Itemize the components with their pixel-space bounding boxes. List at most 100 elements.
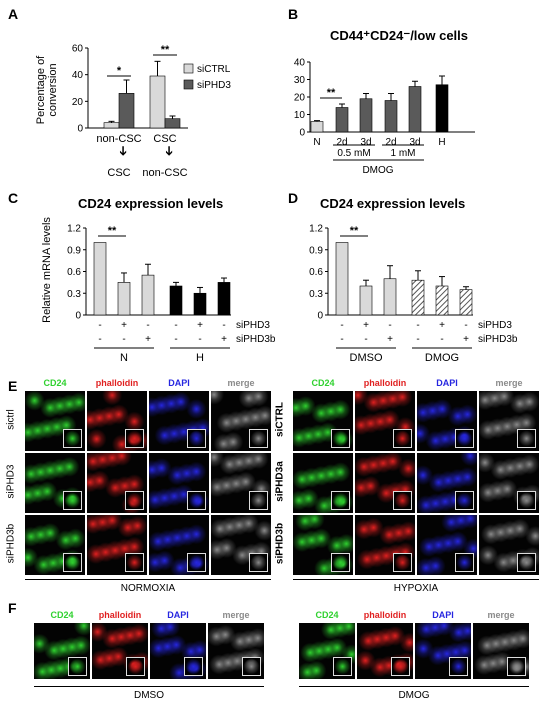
chart-d-bar [459, 289, 473, 316]
e-normoxia-image-cd24 [25, 391, 85, 451]
zoom-inset [455, 429, 474, 448]
chart-c-bar [93, 242, 107, 316]
f-dmog-image-cd24 [299, 623, 355, 679]
zoom-inset [517, 491, 536, 510]
chart-a-significance: * [117, 65, 122, 77]
chart-c: 0 0.3 0.6 0.9 1.2 Relative mRNA levels - - + - - + -… [41, 217, 276, 364]
chart-b-ytick-label: 0 [299, 128, 305, 139]
zoom-inset [391, 657, 410, 676]
e-hypoxia-image-merge [479, 515, 539, 575]
panel-label-d: D [288, 190, 299, 206]
e-normoxia-header-phalloidin: phalloidin [95, 378, 139, 388]
chart-c-title: CD24 expression levels [78, 196, 224, 211]
f-left-condition-line [34, 686, 264, 687]
f-dmso-image-dapi [150, 623, 206, 679]
chart-c-group-label: N [120, 352, 128, 364]
zoom-inset [68, 657, 87, 676]
chart-d-siphd3-mark: + [363, 320, 369, 331]
chart-c-ytick-label: 1.2 [67, 224, 81, 235]
chart-b-group-label: DMOG [362, 165, 393, 176]
zoom-inset [507, 657, 526, 676]
chart-d-group-label: DMOG [425, 352, 459, 364]
zoom-inset [125, 553, 144, 572]
zoom-inset [393, 429, 412, 448]
arrow-down-icon: ➔ [116, 146, 131, 157]
chart-d-bar [335, 242, 349, 316]
e-hypoxia-image-cd24 [293, 391, 353, 451]
chart-a-legend-swatch [183, 63, 194, 74]
zoom-inset [184, 657, 203, 676]
zoom-inset [187, 429, 206, 448]
panel-label-e: E [8, 378, 18, 394]
chart-c-siphd3b-mark: + [221, 334, 227, 345]
e-hypoxia-header-dapi: DAPI [436, 378, 458, 388]
chart-d-siphd3-mark: - [464, 320, 467, 331]
zoom-inset [331, 553, 350, 572]
chart-a-legend-label: siPHD3 [197, 80, 231, 91]
f-dmog-image-dapi [415, 623, 471, 679]
chart-c-siphd3b-mark: - [98, 334, 101, 345]
chart-b-x-label: 2d [336, 137, 347, 148]
zoom-inset [455, 553, 474, 572]
panel-label-b: B [288, 6, 299, 22]
zoom-inset [125, 429, 144, 448]
f-dmog-header-dapi: DAPI [432, 610, 454, 620]
e-normoxia-image-phalloidin [87, 453, 147, 513]
chart-d-ytick-label: 0 [317, 311, 323, 322]
chart-b-title: CD44⁺CD24⁻/low cells [330, 28, 468, 44]
chart-c-ytick-label: 0.3 [67, 289, 81, 300]
f-right-condition: DMOG [398, 690, 430, 701]
zoom-inset [242, 657, 261, 676]
f-dmso-header-merge: merge [222, 610, 250, 620]
zoom-inset [517, 429, 536, 448]
chart-a-ytick-label: 0 [77, 124, 83, 135]
chart-c-y-label: Relative mRNA levels [41, 217, 53, 323]
zoom-inset [249, 553, 268, 572]
f-dmso-image-phalloidin [92, 623, 148, 679]
chart-a-y-label: Percentage ofconversion [35, 55, 59, 124]
chart-b-x-label: 3d [360, 137, 371, 148]
f-dmog-header-cd24: CD24 [315, 610, 339, 620]
chart-b-ytick-label: 40 [294, 58, 306, 69]
zoom-inset [63, 429, 82, 448]
zoom-inset [449, 657, 468, 676]
e-right-condition: HYPOXIA [393, 583, 439, 594]
chart-d-bar [435, 285, 449, 316]
e-hypoxia-header-merge: merge [495, 378, 523, 388]
chart-d-siphd3-mark: - [388, 320, 391, 331]
zoom-inset [63, 491, 82, 510]
chart-c-ytick-label: 0.6 [67, 267, 81, 278]
zoom-inset [63, 553, 82, 572]
chart-b-ytick-label: 20 [294, 93, 306, 104]
arrow-down-icon: ➔ [162, 146, 177, 157]
e-right-row-label: siCTRL [274, 402, 286, 437]
chart-c-siphd3-mark: - [222, 320, 225, 331]
zoom-inset [333, 657, 352, 676]
chart-b-x-label: 3d [409, 137, 420, 148]
chart-d-ytick-label: 0.3 [309, 289, 323, 300]
f-dmso-header-dapi: DAPI [167, 610, 189, 620]
e-normoxia-header-dapi: DAPI [168, 378, 190, 388]
panel-label-f: F [8, 600, 17, 616]
e-normoxia-image-cd24 [25, 453, 85, 513]
chart-d-group-label: DMSO [350, 352, 383, 364]
f-dmog-image-merge [473, 623, 529, 679]
chart-a-group-sublabel: CSC [107, 167, 130, 179]
chart-d-siphd3b-mark: - [416, 334, 419, 345]
zoom-inset [393, 553, 412, 572]
chart-d-ytick-label: 1.2 [309, 224, 323, 235]
chart-b-x-label: H [438, 137, 445, 148]
chart-d-siphd3b-mark: - [440, 334, 443, 345]
zoom-inset [187, 553, 206, 572]
f-dmso-header-phalloidin: phalloidin [98, 610, 142, 620]
chart-c-ytick-label: 0.9 [67, 245, 81, 256]
chart-a-legend-label: siCTRL [197, 64, 231, 75]
chart-d-row-label: siPHD3b [478, 334, 518, 345]
e-normoxia-image-phalloidin [87, 515, 147, 575]
chart-c-siphd3-mark: - [146, 320, 149, 331]
chart-d-siphd3-mark: - [416, 320, 419, 331]
chart-d-row-label: siPHD3 [478, 320, 512, 331]
chart-b-ytick-label: 10 [294, 110, 306, 121]
zoom-inset [126, 657, 145, 676]
f-left-condition: DMSO [134, 690, 164, 701]
